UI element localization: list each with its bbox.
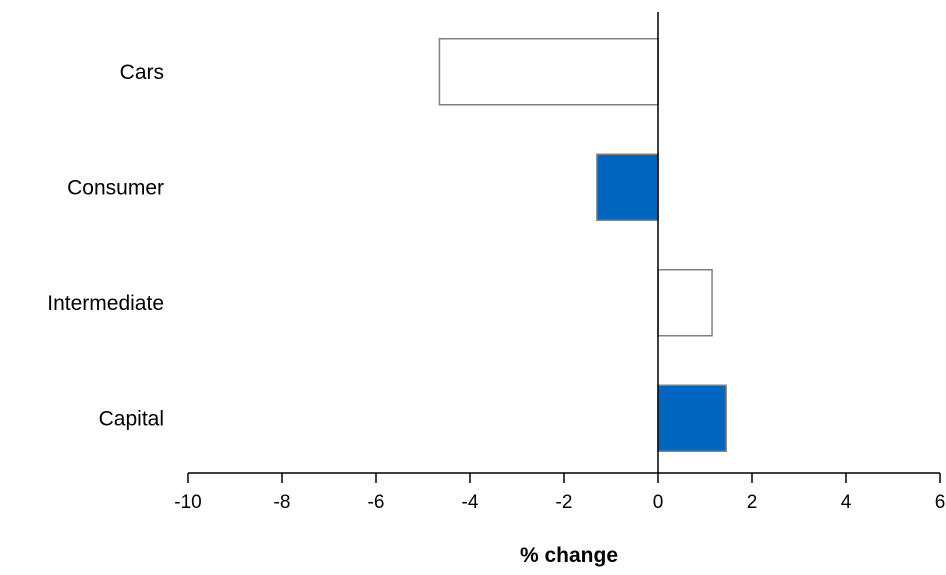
x-tick-label: 6 — [935, 492, 946, 513]
bars-group — [438, 38, 727, 452]
x-tick-label: -8 — [274, 492, 291, 513]
bar-consumer — [596, 153, 659, 221]
category-labels: Cars Consumer Intermediate Capital — [47, 61, 164, 431]
x-axis-title: % change — [520, 544, 618, 567]
category-label-capital: Capital — [99, 407, 164, 430]
category-label-consumer: Consumer — [67, 176, 164, 199]
x-tick-label: 4 — [841, 492, 852, 513]
x-tick-label: -10 — [174, 492, 201, 513]
x-tick-label: -2 — [556, 492, 573, 513]
x-tick-label: -6 — [368, 492, 385, 513]
bar-cars — [438, 38, 659, 106]
category-label-intermediate: Intermediate — [47, 292, 164, 315]
x-axis-ticks: -10 -8 -6 -4 -2 0 2 4 6 — [174, 473, 945, 513]
bar-intermediate — [657, 269, 713, 337]
bar-capital — [657, 384, 727, 452]
x-tick-label: 2 — [747, 492, 758, 513]
category-label-cars: Cars — [120, 61, 164, 84]
x-tick-label: 0 — [653, 492, 664, 513]
x-tick-label: -4 — [462, 492, 479, 513]
